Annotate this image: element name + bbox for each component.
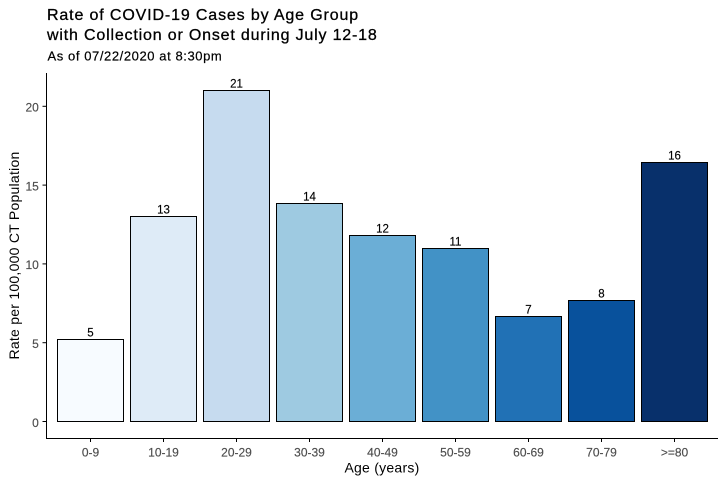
svg-text:21: 21	[230, 78, 243, 90]
svg-text:0-9: 0-9	[82, 446, 100, 460]
svg-text:16: 16	[668, 150, 681, 162]
svg-text:Age (years): Age (years)	[344, 460, 419, 476]
svg-text:20: 20	[25, 101, 39, 115]
svg-text:70-79: 70-79	[586, 446, 617, 460]
svg-text:50-59: 50-59	[440, 446, 471, 460]
svg-text:0: 0	[32, 416, 39, 430]
svg-text:with Collection or Onset durin: with Collection or Onset during July 12-…	[46, 27, 378, 44]
svg-text:60-69: 60-69	[513, 446, 544, 460]
svg-text:8: 8	[598, 288, 604, 300]
svg-text:5: 5	[32, 337, 39, 351]
svg-text:14: 14	[303, 191, 316, 203]
svg-text:20-29: 20-29	[221, 446, 252, 460]
svg-text:11: 11	[450, 236, 462, 248]
svg-text:13: 13	[157, 204, 170, 216]
svg-text:Rate of COVID-19 Cases by Age: Rate of COVID-19 Cases by Age Group	[47, 7, 359, 24]
svg-text:15: 15	[25, 179, 39, 193]
svg-text:>=80: >=80	[661, 446, 689, 460]
svg-text:40-49: 40-49	[367, 446, 398, 460]
svg-text:As of 07/22/2020 at 8:30pm: As of 07/22/2020 at 8:30pm	[48, 49, 223, 64]
svg-text:5: 5	[87, 327, 93, 339]
svg-text:30-39: 30-39	[294, 446, 325, 460]
svg-text:12: 12	[376, 223, 389, 235]
svg-text:10: 10	[25, 258, 39, 272]
svg-text:7: 7	[525, 304, 531, 316]
svg-text:10-19: 10-19	[148, 446, 179, 460]
svg-text:Rate per 100,000 CT Population: Rate per 100,000 CT Population	[6, 151, 22, 359]
